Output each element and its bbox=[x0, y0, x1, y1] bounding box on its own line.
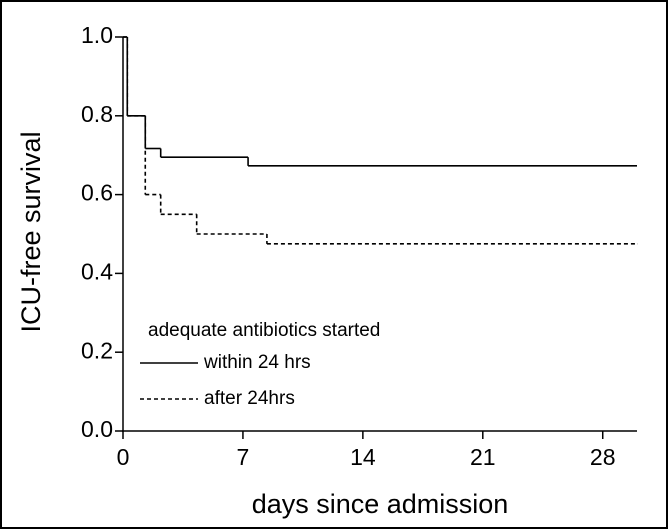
y-tick-label: 0.6 bbox=[81, 180, 113, 206]
y-tick-label: 0.0 bbox=[81, 416, 113, 442]
y-tick-label: 0.2 bbox=[81, 337, 113, 363]
x-axis-label: days since admission bbox=[252, 489, 509, 519]
y-tick-label: 0.4 bbox=[81, 258, 113, 284]
legend-label: within 24 hrs bbox=[203, 352, 311, 373]
y-axis-label: ICU-free survival bbox=[16, 131, 46, 332]
x-tick-label: 28 bbox=[590, 444, 616, 470]
x-tick-label: 0 bbox=[117, 444, 130, 470]
x-tick-label: 21 bbox=[470, 444, 496, 470]
legend-label: after 24hrs bbox=[204, 388, 295, 409]
y-tick-label: 1.0 bbox=[81, 22, 113, 48]
y-tick-label: 0.8 bbox=[81, 101, 113, 127]
x-tick-label: 7 bbox=[237, 444, 250, 470]
x-tick-label: 14 bbox=[350, 444, 376, 470]
legend-title: adequate antibiotics started bbox=[148, 320, 380, 341]
